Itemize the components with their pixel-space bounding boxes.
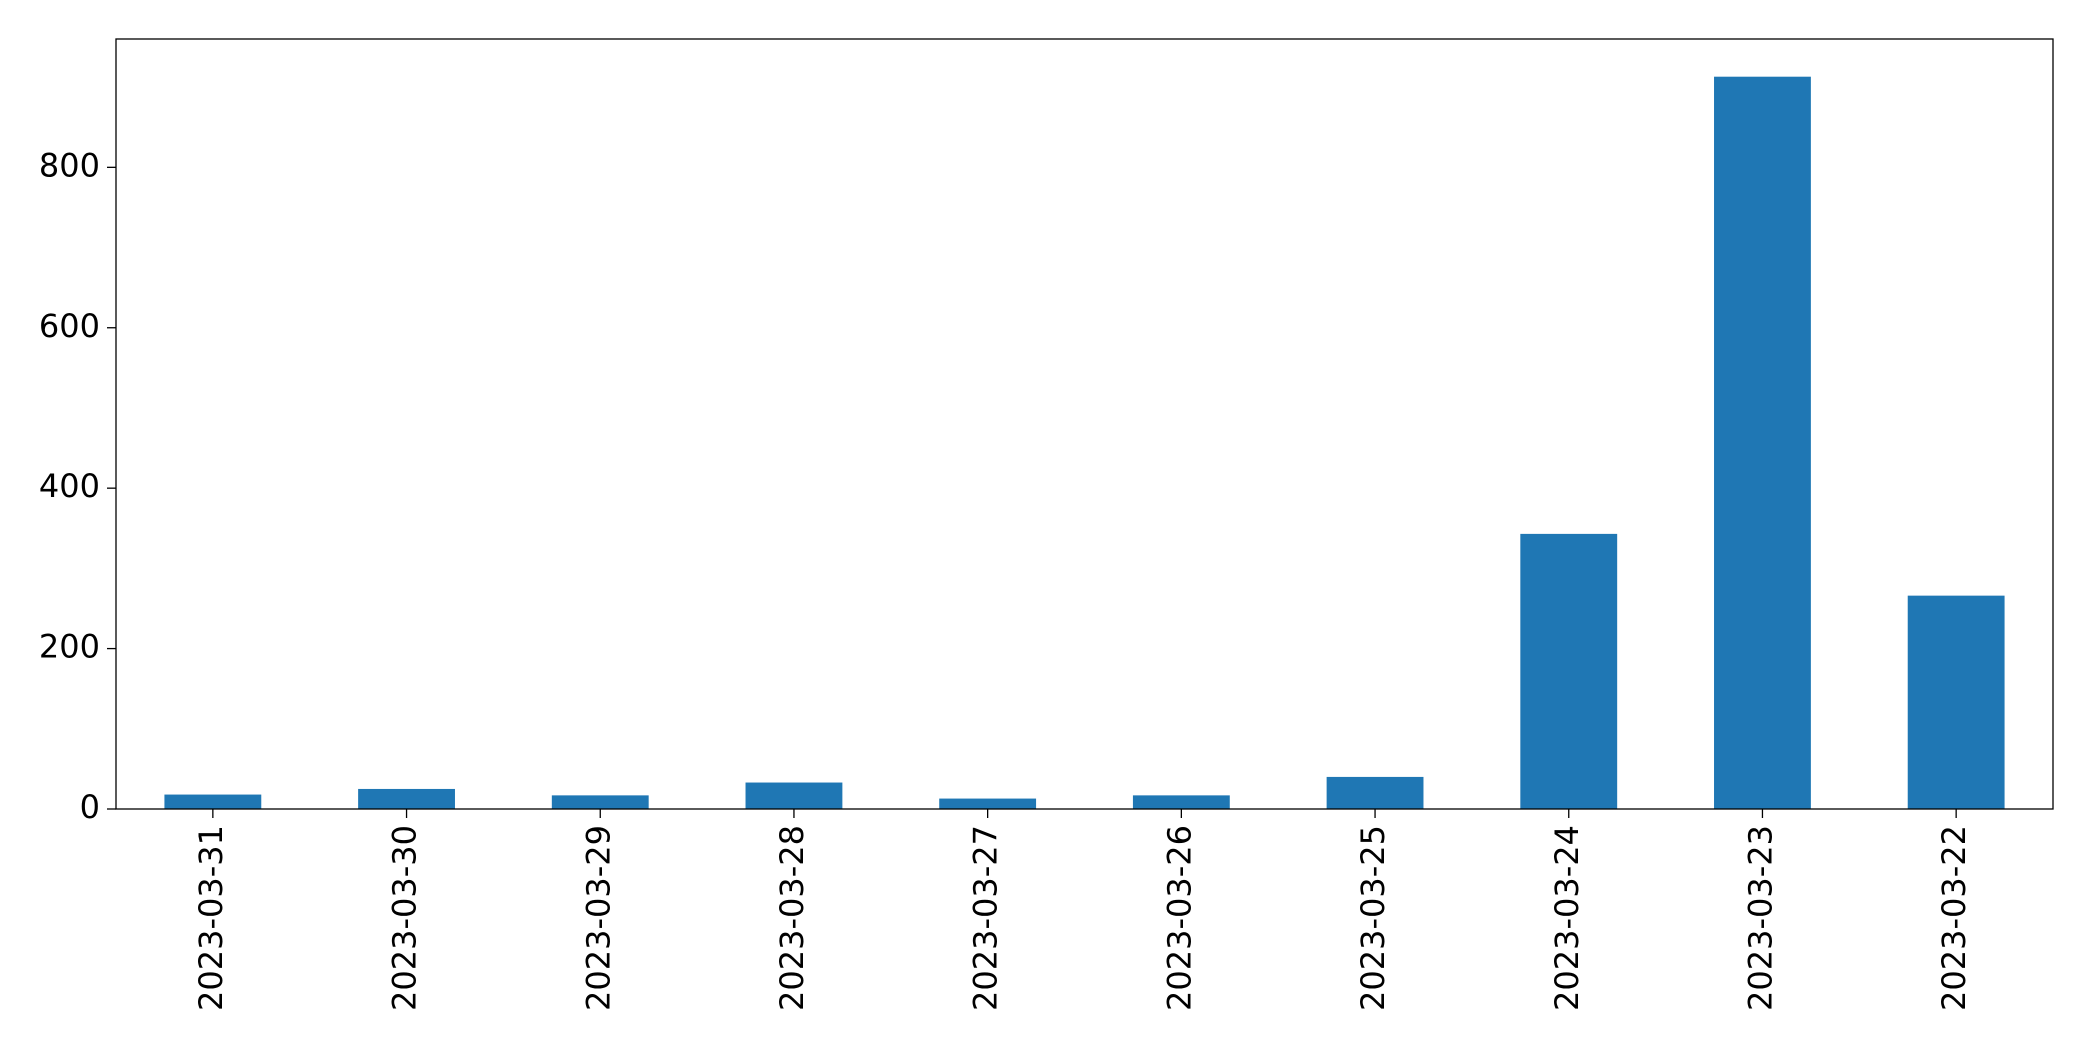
y-tick-label: 400 xyxy=(39,467,100,505)
y-tick-label: 600 xyxy=(39,307,100,345)
x-tick-label: 2023-03-28 xyxy=(773,825,811,1011)
bar xyxy=(745,782,843,809)
x-tick-label: 2023-03-23 xyxy=(1741,825,1779,1011)
bar xyxy=(1326,776,1424,809)
x-tick-label: 2023-03-30 xyxy=(386,825,424,1011)
bar xyxy=(551,795,649,809)
bar xyxy=(1714,76,1811,809)
x-tick-label: 2023-03-22 xyxy=(1935,825,1973,1011)
x-tick-label: 2023-03-25 xyxy=(1354,825,1392,1011)
y-tick-label: 200 xyxy=(39,628,100,666)
x-tick-label: 2023-03-26 xyxy=(1160,825,1198,1011)
y-tick-label: 800 xyxy=(39,146,100,184)
y-tick-label: 0 xyxy=(80,788,100,826)
bar xyxy=(1520,533,1618,809)
x-tick-label: 2023-03-24 xyxy=(1548,825,1586,1011)
axes-frame xyxy=(115,38,2054,810)
bar xyxy=(939,798,1037,809)
bar xyxy=(1907,595,2005,809)
bar xyxy=(1132,795,1230,809)
x-tick-label: 2023-03-31 xyxy=(192,825,230,1011)
x-tick-label: 2023-03-27 xyxy=(967,825,1005,1011)
bar xyxy=(358,788,455,809)
bar xyxy=(164,794,262,809)
x-tick-label: 2023-03-29 xyxy=(579,825,617,1011)
